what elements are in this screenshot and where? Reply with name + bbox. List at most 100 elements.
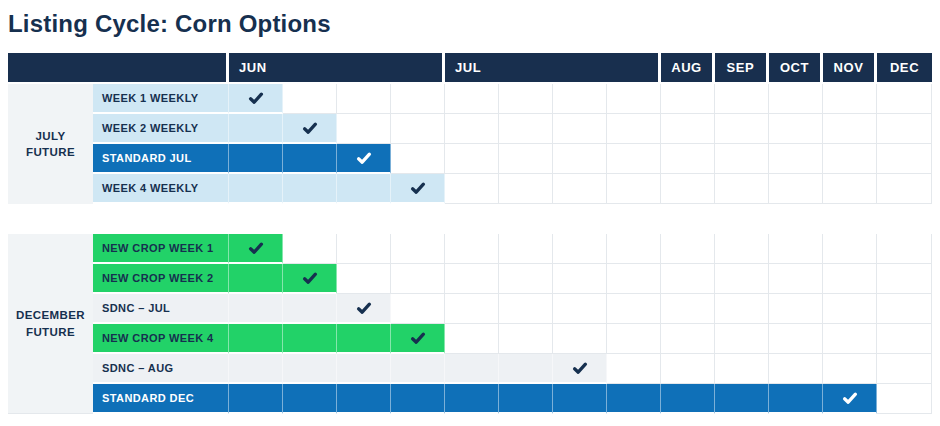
empty-cell bbox=[823, 114, 877, 144]
check-icon bbox=[356, 150, 372, 166]
empty-cell bbox=[553, 114, 607, 144]
bar-cell bbox=[229, 264, 283, 294]
empty-cell bbox=[823, 294, 877, 324]
empty-cell bbox=[661, 144, 715, 174]
empty-cell bbox=[715, 294, 769, 324]
section-spacer bbox=[8, 204, 932, 234]
listing-grid: JUNJULAUGSEPOCTNOVDECJULY FUTUREWEEK 1 W… bbox=[8, 53, 932, 414]
empty-cell bbox=[499, 144, 553, 174]
bar-cell bbox=[229, 324, 283, 354]
month-header-oct: OCT bbox=[769, 53, 823, 84]
check-icon bbox=[248, 240, 264, 256]
bar-cell bbox=[661, 384, 715, 414]
empty-cell bbox=[553, 84, 607, 114]
bar-cell bbox=[229, 384, 283, 414]
bar-cell bbox=[337, 174, 391, 204]
empty-cell bbox=[769, 354, 823, 384]
empty-cell bbox=[769, 294, 823, 324]
bar-cell bbox=[337, 354, 391, 384]
empty-cell bbox=[661, 234, 715, 264]
row-label: WEEK 2 WEEKLY bbox=[93, 114, 229, 144]
row-label: SDNC – JUL bbox=[93, 294, 229, 324]
empty-cell bbox=[553, 264, 607, 294]
empty-cell bbox=[715, 354, 769, 384]
empty-cell bbox=[337, 234, 391, 264]
bar-cell bbox=[337, 294, 391, 324]
check-icon bbox=[248, 90, 264, 106]
bar-cell bbox=[229, 294, 283, 324]
empty-cell bbox=[337, 114, 391, 144]
bar-cell bbox=[229, 234, 283, 264]
empty-cell bbox=[769, 174, 823, 204]
row-label: NEW CROP WEEK 2 bbox=[93, 264, 229, 294]
empty-cell bbox=[391, 294, 445, 324]
empty-cell bbox=[661, 84, 715, 114]
empty-cell bbox=[445, 264, 499, 294]
empty-cell bbox=[391, 234, 445, 264]
empty-cell bbox=[391, 114, 445, 144]
bar-cell bbox=[283, 174, 337, 204]
empty-cell bbox=[715, 174, 769, 204]
empty-cell bbox=[499, 174, 553, 204]
empty-cell bbox=[877, 174, 932, 204]
empty-cell bbox=[607, 324, 661, 354]
empty-cell bbox=[607, 84, 661, 114]
empty-cell bbox=[283, 234, 337, 264]
empty-cell bbox=[769, 84, 823, 114]
empty-cell bbox=[877, 144, 932, 174]
bar-cell bbox=[283, 264, 337, 294]
bar-cell bbox=[283, 324, 337, 354]
empty-cell bbox=[877, 294, 932, 324]
bar-cell bbox=[391, 384, 445, 414]
empty-cell bbox=[499, 114, 553, 144]
bar-cell bbox=[337, 384, 391, 414]
empty-cell bbox=[445, 294, 499, 324]
empty-cell bbox=[823, 264, 877, 294]
bar-cell bbox=[337, 144, 391, 174]
bar-cell bbox=[607, 384, 661, 414]
bar-cell bbox=[283, 354, 337, 384]
empty-cell bbox=[877, 324, 932, 354]
empty-cell bbox=[661, 114, 715, 144]
empty-cell bbox=[661, 174, 715, 204]
bar-cell bbox=[337, 324, 391, 354]
bar-cell bbox=[283, 384, 337, 414]
month-header-jul: JUL bbox=[445, 53, 661, 84]
empty-cell bbox=[715, 144, 769, 174]
empty-cell bbox=[607, 234, 661, 264]
group-label-july-future: JULY FUTURE bbox=[8, 84, 93, 204]
row-label: WEEK 4 WEEKLY bbox=[93, 174, 229, 204]
empty-cell bbox=[499, 84, 553, 114]
empty-cell bbox=[607, 114, 661, 144]
bar-cell bbox=[445, 384, 499, 414]
month-header-jun: JUN bbox=[229, 53, 445, 84]
empty-cell bbox=[823, 324, 877, 354]
check-icon bbox=[302, 120, 318, 136]
bar-cell bbox=[283, 294, 337, 324]
empty-cell bbox=[499, 324, 553, 354]
empty-cell bbox=[877, 234, 932, 264]
empty-cell bbox=[877, 84, 932, 114]
empty-cell bbox=[661, 354, 715, 384]
bar-cell bbox=[391, 324, 445, 354]
check-icon bbox=[302, 270, 318, 286]
check-icon bbox=[572, 360, 588, 376]
bar-cell bbox=[283, 114, 337, 144]
month-header-dec: DEC bbox=[877, 53, 932, 84]
bar-cell bbox=[229, 84, 283, 114]
bar-cell bbox=[499, 384, 553, 414]
empty-cell bbox=[877, 264, 932, 294]
row-label: STANDARD JUL bbox=[93, 144, 229, 174]
month-header-sep: SEP bbox=[715, 53, 769, 84]
bar-cell bbox=[229, 174, 283, 204]
listing-cycle-page: Listing Cycle: Corn Options JUNJULAUGSEP… bbox=[0, 0, 940, 426]
empty-cell bbox=[823, 144, 877, 174]
empty-cell bbox=[499, 264, 553, 294]
row-label: STANDARD DEC bbox=[93, 384, 229, 414]
empty-cell bbox=[769, 144, 823, 174]
row-label: NEW CROP WEEK 4 bbox=[93, 324, 229, 354]
empty-cell bbox=[445, 84, 499, 114]
month-header-nov: NOV bbox=[823, 53, 877, 84]
empty-cell bbox=[337, 84, 391, 114]
empty-cell bbox=[769, 234, 823, 264]
